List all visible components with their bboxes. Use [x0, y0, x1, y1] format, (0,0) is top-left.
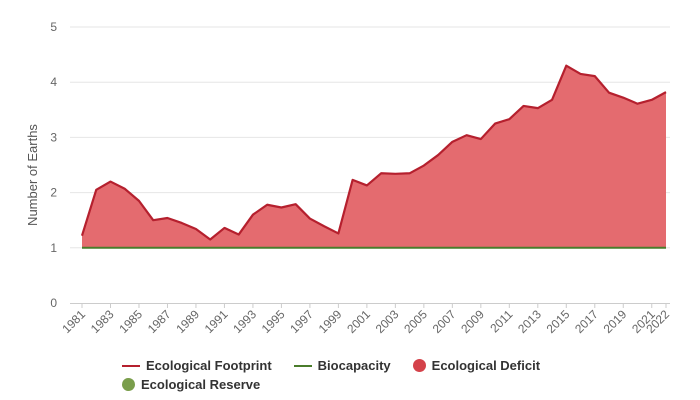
x-tick-label-2015: 2015 [544, 307, 573, 336]
legend-label-reserve: Ecological Reserve [141, 377, 261, 392]
y-tick-label-4: 4 [50, 75, 57, 89]
y-tick-label-1: 1 [50, 241, 57, 255]
y-tick-label-5: 5 [50, 20, 57, 34]
x-tick-label-2019: 2019 [601, 307, 630, 336]
y-axis-label: Number of Earths [25, 124, 40, 226]
x-tick-label-2007: 2007 [430, 307, 459, 336]
x-tick-label-1989: 1989 [173, 307, 202, 336]
legend-item-ecological-deficit[interactable]: Ecological Deficit [412, 358, 541, 373]
biocapacity-swatch [293, 364, 312, 367]
x-tick-label-2013: 2013 [515, 307, 544, 336]
x-axis-ticks: 1981 1983 1985 1987 1989 1991 1993 1995 1997 1999… [59, 303, 672, 336]
x-tick-label-1991: 1991 [202, 307, 231, 336]
y-axis-ticks: 0 1 2 3 4 5 [50, 20, 57, 310]
footprint-swatch [122, 364, 140, 367]
legend-row-2: Ecological Reserve [122, 375, 602, 394]
legend-label-deficit: Ecological Deficit [431, 358, 541, 373]
legend-item-biocapacity[interactable]: Biocapacity [293, 358, 391, 373]
legend-row-1: Ecological Footprint Biocapacity Ecologi… [122, 356, 602, 375]
x-tick-label-2001: 2001 [344, 307, 373, 336]
x-tick-label-2017: 2017 [572, 307, 601, 336]
x-tick-label-1999: 1999 [316, 307, 345, 336]
x-tick-label-1995: 1995 [259, 307, 288, 336]
legend-label-footprint: Ecological Footprint [146, 358, 272, 373]
x-tick-label-2005: 2005 [401, 307, 430, 336]
deficit-swatch [412, 359, 426, 372]
reserve-swatch [122, 378, 135, 391]
x-tick-label-1985: 1985 [116, 307, 145, 336]
x-tick-label-1987: 1987 [145, 307, 174, 336]
y-tick-label-2: 2 [50, 186, 57, 200]
y-tick-label-0: 0 [50, 296, 57, 310]
y-tick-label-3: 3 [50, 130, 57, 144]
legend: Ecological Footprint Biocapacity Ecologi… [122, 356, 602, 394]
x-tick-label-1981: 1981 [59, 307, 88, 336]
x-tick-label-2009: 2009 [458, 307, 487, 336]
ecological-footprint-line[interactable] [80, 64, 667, 241]
ecological-deficit-area [82, 65, 666, 248]
x-tick-label-2003: 2003 [373, 307, 402, 336]
legend-label-biocapacity: Biocapacity [317, 358, 391, 373]
x-tick-label-2011: 2011 [487, 307, 515, 335]
legend-item-ecological-reserve[interactable]: Ecological Reserve [122, 377, 260, 392]
x-tick-label-1983: 1983 [88, 307, 117, 336]
legend-item-ecological-footprint[interactable]: Ecological Footprint [122, 358, 272, 373]
x-tick-label-1997: 1997 [287, 307, 316, 336]
x-tick-label-1993: 1993 [230, 307, 259, 336]
